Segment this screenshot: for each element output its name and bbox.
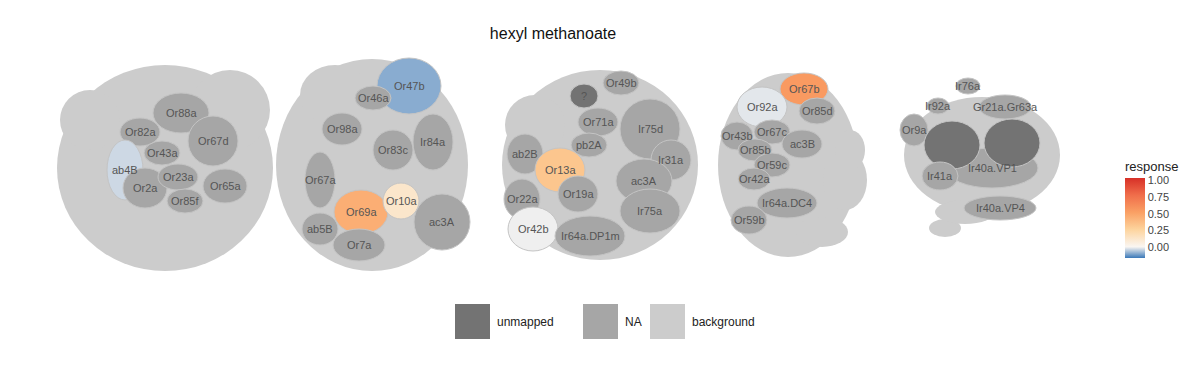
svg-text:background: background	[692, 315, 755, 329]
svg-text:Or98a: Or98a	[327, 123, 358, 135]
svg-text:0.50: 0.50	[1148, 208, 1169, 220]
svg-text:NA: NA	[625, 315, 642, 329]
svg-text:Or19a: Or19a	[563, 188, 594, 200]
svg-text:Or10a: Or10a	[386, 195, 417, 207]
svg-text:Or46a: Or46a	[358, 92, 389, 104]
svg-text:Ir75a: Ir75a	[637, 205, 663, 217]
svg-text:Or85b: Or85b	[740, 144, 771, 156]
svg-text:ab4B: ab4B	[112, 164, 138, 176]
svg-text:Or71a: Or71a	[583, 116, 614, 128]
svg-text:0.00: 0.00	[1148, 241, 1169, 253]
svg-text:ab2B: ab2B	[512, 148, 538, 160]
svg-text:Or9a: Or9a	[902, 124, 927, 136]
svg-text:Or23a: Or23a	[163, 171, 194, 183]
svg-text:Ir75d: Ir75d	[638, 123, 663, 135]
svg-text:Or85f: Or85f	[171, 195, 199, 207]
svg-text:Or13a: Or13a	[545, 164, 576, 176]
svg-text:ab5B: ab5B	[307, 223, 333, 235]
svg-text:Or22a: Or22a	[507, 193, 538, 205]
svg-text:response: response	[1125, 159, 1178, 174]
svg-text:unmapped: unmapped	[497, 315, 554, 329]
svg-text:Ir40a.VP4: Ir40a.VP4	[976, 202, 1025, 214]
svg-text:Gr21a.Gr63a: Gr21a.Gr63a	[973, 101, 1038, 113]
svg-text:Or67c: Or67c	[757, 126, 787, 138]
svg-text:Ir64a.DC4: Ir64a.DC4	[762, 197, 812, 209]
svg-text:0.25: 0.25	[1148, 224, 1169, 236]
svg-text:Ir84a: Ir84a	[420, 136, 446, 148]
svg-text:Or67a: Or67a	[305, 174, 336, 186]
svg-text:Or47b: Or47b	[394, 80, 425, 92]
svg-text:Or92a: Or92a	[747, 101, 778, 113]
svg-text:Or7a: Or7a	[347, 239, 372, 251]
svg-text:Or88a: Or88a	[166, 107, 197, 119]
svg-text:Ir31a: Ir31a	[658, 154, 684, 166]
svg-text:Ir64a.DP1m: Ir64a.DP1m	[561, 230, 620, 242]
svg-text:Or59c: Or59c	[757, 159, 787, 171]
svg-text:Or65a: Or65a	[210, 180, 241, 192]
svg-text:Ir92a: Ir92a	[925, 100, 951, 112]
svg-text:Or59b: Or59b	[734, 214, 765, 226]
svg-text:?: ?	[581, 90, 587, 102]
svg-text:Or43a: Or43a	[147, 147, 178, 159]
svg-text:Or42a: Or42a	[739, 173, 770, 185]
svg-text:ac3A: ac3A	[631, 175, 657, 187]
svg-text:1.00: 1.00	[1148, 174, 1169, 186]
svg-text:Or83c: Or83c	[378, 144, 408, 156]
svg-text:hexyl methanoate: hexyl methanoate	[490, 25, 616, 42]
svg-text:pb2A: pb2A	[576, 139, 602, 151]
svg-text:Or85d: Or85d	[802, 105, 833, 117]
svg-text:Or67b: Or67b	[789, 83, 820, 95]
svg-text:Ir40a.VP1: Ir40a.VP1	[968, 162, 1017, 174]
svg-text:Or67d: Or67d	[198, 135, 229, 147]
svg-text:0.75: 0.75	[1148, 191, 1169, 203]
svg-text:Or2a: Or2a	[133, 182, 158, 194]
svg-text:Ir41a: Ir41a	[927, 170, 953, 182]
svg-text:Or49b: Or49b	[606, 77, 637, 89]
svg-text:Or43b: Or43b	[722, 130, 753, 142]
svg-text:Ir76a: Ir76a	[955, 80, 981, 92]
svg-text:Or69a: Or69a	[346, 206, 377, 218]
svg-text:Or82a: Or82a	[125, 126, 156, 138]
svg-text:ac3A: ac3A	[429, 216, 455, 228]
svg-text:ac3B: ac3B	[790, 138, 815, 150]
svg-text:Or42b: Or42b	[518, 223, 549, 235]
